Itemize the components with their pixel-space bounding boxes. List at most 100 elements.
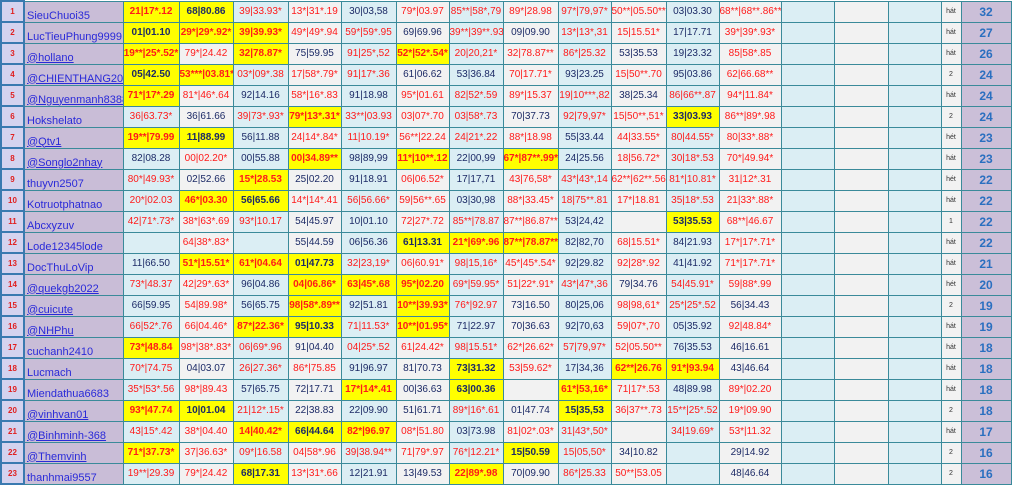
prediction-cell: 61*|53,16*	[557, 378, 612, 401]
prediction-cell: 03|07*.70	[395, 105, 450, 128]
empty-cell	[887, 21, 942, 44]
player-name-cell[interactable]: @Qtv1	[23, 126, 124, 149]
player-name-cell: Lode12345lode	[23, 231, 124, 254]
player-name-cell: Miendathua6683	[23, 378, 124, 401]
table-row: 1 SieuChuoi35 21|17*.12 68|80.86 39|33.93* 13…	[0, 0, 1012, 23]
prediction-cell: 04|58*.96	[287, 441, 342, 464]
player-link[interactable]: @Songlo2nhay	[27, 156, 103, 169]
prediction-cell: 81|02*.03*	[502, 420, 559, 443]
player-link[interactable]: @CHIENTHANG2021	[27, 72, 123, 85]
rank-cell: 19	[0, 378, 25, 401]
prediction-cell: 56|65.75	[232, 294, 289, 317]
player-name-cell[interactable]: @vinhvan01	[23, 399, 124, 422]
prediction-cell: 59|88*.99	[718, 273, 782, 296]
prediction-cell: 39*|39*.93*	[718, 21, 782, 44]
prediction-cell: 00|02.20*	[178, 147, 234, 170]
player-link[interactable]: @Themvinh	[27, 450, 87, 463]
player-name: SieuChuoi35	[27, 9, 90, 22]
empty-cell	[833, 336, 889, 359]
prediction-cell: 52|05.50**	[610, 336, 667, 359]
score-cell: 23	[960, 147, 1012, 170]
empty-cell	[833, 231, 889, 254]
prediction-cell: 71|11.53*	[340, 315, 397, 338]
player-name-cell[interactable]: @CHIENTHANG2021	[23, 63, 124, 86]
status-cell: hát	[940, 336, 962, 359]
empty-cell	[887, 252, 942, 275]
player-name-cell[interactable]: @Themvinh	[23, 441, 124, 464]
prediction-cell: 44|33.55*	[610, 126, 667, 149]
empty-cell	[887, 126, 942, 149]
player-link[interactable]: @Binhminh-368	[27, 429, 107, 442]
prediction-cell: 72|27*.72	[395, 210, 450, 233]
prediction-cell: 64|38*.83*	[178, 231, 234, 254]
status-cell: hát	[940, 231, 962, 254]
prediction-cell: 15|15.51*	[610, 21, 667, 44]
table-row: 9 thuyvn2507 80*|49.93* 02|52.66 15*|28.53 25…	[0, 168, 1012, 191]
score-cell: 22	[960, 210, 1012, 233]
player-name-cell[interactable]: @Binhminh-368	[23, 420, 124, 443]
score-cell: 18	[960, 399, 1012, 422]
score-cell: 18	[960, 357, 1012, 380]
prediction-cell: 98|15,16*	[448, 252, 504, 275]
prediction-cell: 91|18.91	[340, 168, 397, 191]
player-link[interactable]: @Nguyenmanh8388	[27, 93, 123, 106]
prediction-cell: 89*|02.20	[718, 378, 782, 401]
empty-cell	[780, 294, 835, 317]
prediction-cell: 79*|24.42	[178, 42, 234, 65]
prediction-cell: 10**|39.93*	[395, 294, 450, 317]
prediction-cell: 51|61.71	[395, 399, 450, 422]
prediction-cell: 53|36.84	[448, 63, 504, 86]
prediction-cell	[232, 231, 289, 254]
player-name-cell[interactable]: @hollano	[23, 42, 124, 65]
player-name: DocThuLoVip	[27, 261, 94, 274]
player-link[interactable]: @hollano	[27, 51, 74, 64]
prediction-cell: 15|50**,51*	[610, 105, 667, 128]
prediction-cell: 14*|14*.41	[287, 189, 342, 212]
prediction-cell: 13|49.53	[395, 462, 450, 485]
prediction-cell: 79*|13*.31*	[287, 105, 342, 128]
prediction-cell: 55|44.59	[287, 231, 342, 254]
player-name-cell[interactable]: @NHPhu	[23, 315, 124, 338]
player-link[interactable]: @Qtv1	[27, 135, 62, 148]
empty-cell	[833, 462, 889, 485]
status-cell: hát	[940, 420, 962, 443]
prediction-cell: 71|22.97	[448, 315, 504, 338]
rank-cell: 6	[0, 105, 25, 128]
prediction-cell: 86*|25.33	[557, 462, 612, 485]
prediction-cell: 15|35,53	[557, 399, 612, 422]
score-cell: 24	[960, 63, 1012, 86]
player-name-cell: SieuChuoi35	[23, 0, 124, 23]
prediction-cell: 12|21.91	[340, 462, 397, 485]
player-name-cell: LucTieuPhung9999	[23, 21, 124, 44]
player-link[interactable]: @cuicute	[27, 303, 74, 316]
prediction-cell: 95*|01.61	[395, 84, 450, 107]
player-name-cell[interactable]: @Nguyenmanh8388	[23, 84, 124, 107]
table-row: 7 @Qtv1 19**|79.99 11|88.99 56|11.88 24|14*.8…	[0, 126, 1012, 149]
prediction-cell: 70|17.71*	[502, 63, 559, 86]
prediction-cell: 17*|14*.41	[340, 378, 397, 401]
player-link[interactable]: @quekgb2022	[27, 282, 99, 295]
empty-cell	[833, 105, 889, 128]
prediction-cell: 04|03.07	[178, 357, 234, 380]
player-name-cell: thanhmai9557	[23, 462, 124, 485]
prediction-cell: 58*|16*.83	[287, 84, 342, 107]
rank-cell: 2	[0, 21, 25, 44]
empty-cell	[833, 21, 889, 44]
player-link[interactable]: @NHPhu	[27, 324, 74, 337]
empty-cell	[833, 0, 889, 23]
prediction-cell: 35*|53*.56	[122, 378, 180, 401]
empty-cell	[780, 462, 835, 485]
player-name-cell[interactable]: @cuicute	[23, 294, 124, 317]
empty-cell	[887, 42, 942, 65]
prediction-cell: 52*|52*.54*	[395, 42, 450, 65]
prediction-cell: 39**|39**.93	[448, 21, 504, 44]
player-name-cell[interactable]: @quekgb2022	[23, 273, 124, 296]
player-link[interactable]: @vinhvan01	[27, 408, 89, 421]
prediction-cell: 39|33.93*	[232, 0, 289, 23]
player-name-cell[interactable]: @Songlo2nhay	[23, 147, 124, 170]
prediction-cell: 80*|49.93*	[122, 168, 180, 191]
table-row: 3 @hollano 19**|25*.52* 79*|24.42 32|78.87* 7…	[0, 42, 1012, 65]
empty-cell	[887, 315, 942, 338]
prediction-cell: 29*|29*.92*	[178, 21, 234, 44]
prediction-cell: 68|80.86	[178, 0, 234, 23]
